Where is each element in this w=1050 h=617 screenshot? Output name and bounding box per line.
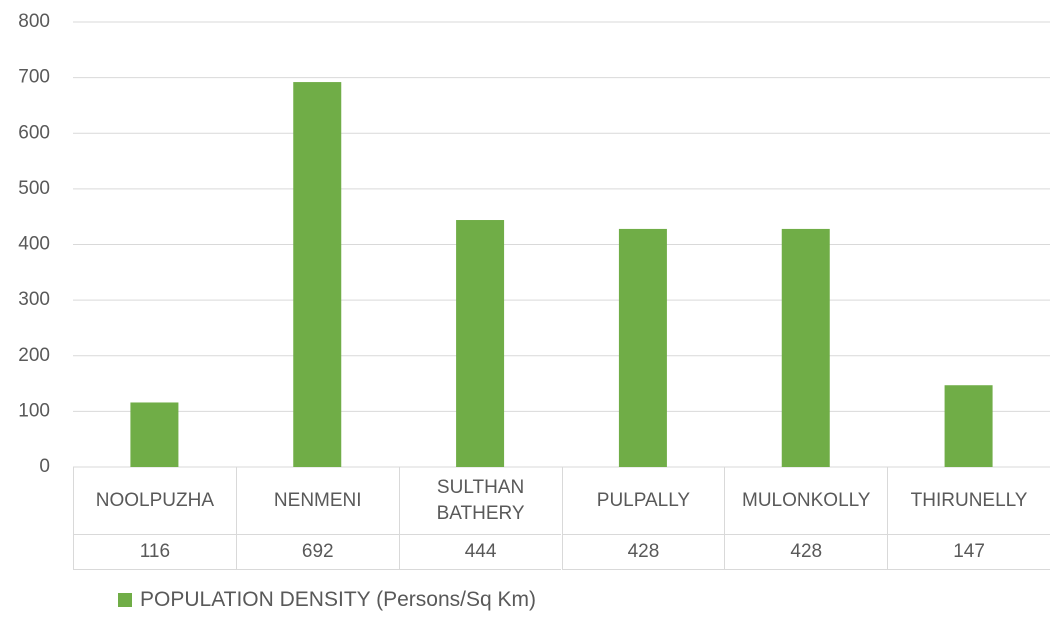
value-cell: 444: [398, 535, 562, 570]
y-tick-label: 100: [18, 400, 50, 421]
y-tick-label: 300: [18, 289, 50, 310]
value-cell: 116: [73, 535, 236, 570]
value-cell: 428: [724, 535, 888, 570]
value-cell: 147: [887, 535, 1050, 570]
category-cell: NENMENI: [235, 467, 399, 535]
bar: [944, 385, 993, 467]
y-tick-label: 500: [18, 178, 50, 199]
y-tick-label: 800: [18, 11, 50, 32]
y-tick-label: 0: [39, 456, 50, 477]
y-tick-label: 400: [18, 234, 50, 255]
category-cell: THIRUNELLY: [887, 467, 1050, 535]
value-cell: 428: [561, 535, 725, 570]
bar: [618, 228, 667, 467]
category-cell: PULPALLY: [561, 467, 725, 535]
category-cell: MULONKOLLY: [724, 467, 888, 535]
category-cell: NOOLPUZHA: [73, 467, 236, 535]
y-tick-label: 200: [18, 345, 50, 366]
legend: POPULATION DENSITY (Persons/Sq Km): [118, 588, 536, 612]
legend-label: POPULATION DENSITY (Persons/Sq Km): [140, 588, 536, 611]
y-tick-label: 600: [18, 122, 50, 143]
bar: [456, 220, 505, 467]
bar: [781, 228, 830, 467]
value-cell: 692: [235, 535, 399, 570]
bar: [293, 82, 342, 467]
category-cell: SULTHAN BATHERY: [398, 467, 562, 535]
y-tick-label: 700: [18, 67, 50, 88]
legend-swatch: [118, 593, 132, 607]
bar: [130, 402, 179, 467]
